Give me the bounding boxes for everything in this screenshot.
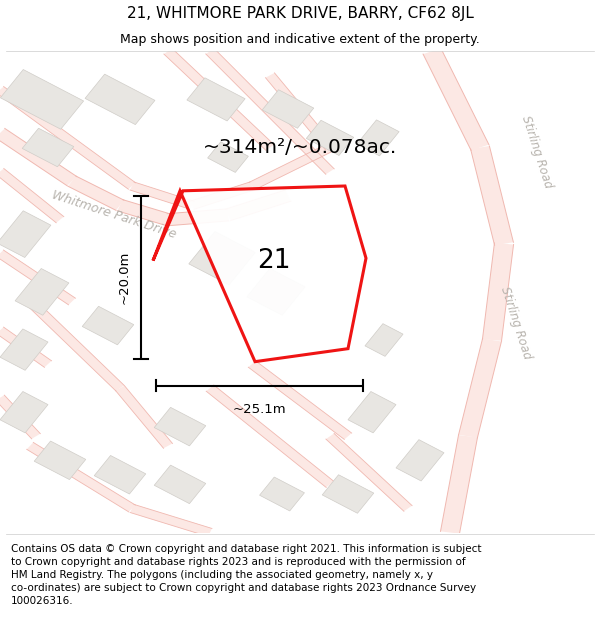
Polygon shape xyxy=(27,442,135,512)
Polygon shape xyxy=(248,361,352,439)
Text: Stirling Road: Stirling Road xyxy=(498,285,534,361)
Polygon shape xyxy=(187,78,245,121)
Polygon shape xyxy=(206,385,334,488)
Polygon shape xyxy=(458,339,502,437)
Text: ~25.1m: ~25.1m xyxy=(233,403,286,416)
Text: 21, WHITMORE PARK DRIVE, BARRY, CF62 8JL: 21, WHITMORE PARK DRIVE, BARRY, CF62 8JL xyxy=(127,6,473,21)
Text: Contains OS data © Crown copyright and database right 2021. This information is : Contains OS data © Crown copyright and d… xyxy=(11,544,481,606)
Polygon shape xyxy=(326,433,412,511)
Text: Map shows position and indicative extent of the property.: Map shows position and indicative extent… xyxy=(120,34,480,46)
Text: Whitmore Park Drive: Whitmore Park Drive xyxy=(50,189,178,241)
Polygon shape xyxy=(0,86,136,189)
Polygon shape xyxy=(0,395,40,439)
Polygon shape xyxy=(206,49,334,174)
Polygon shape xyxy=(262,90,314,128)
Polygon shape xyxy=(26,299,124,391)
Polygon shape xyxy=(249,144,333,190)
Polygon shape xyxy=(189,231,255,285)
Polygon shape xyxy=(306,120,354,156)
Polygon shape xyxy=(82,306,134,345)
Polygon shape xyxy=(0,129,77,186)
Polygon shape xyxy=(0,211,51,258)
Polygon shape xyxy=(482,243,514,341)
Polygon shape xyxy=(440,435,478,534)
Polygon shape xyxy=(470,146,514,245)
Polygon shape xyxy=(266,73,334,150)
Polygon shape xyxy=(0,329,48,370)
Polygon shape xyxy=(15,269,69,315)
Polygon shape xyxy=(0,250,76,305)
Polygon shape xyxy=(208,142,248,172)
Text: Stirling Road: Stirling Road xyxy=(519,114,555,190)
Polygon shape xyxy=(68,176,124,211)
Polygon shape xyxy=(1,69,83,129)
Polygon shape xyxy=(396,439,444,481)
Polygon shape xyxy=(116,386,172,448)
Polygon shape xyxy=(118,199,170,226)
Polygon shape xyxy=(130,504,212,536)
Polygon shape xyxy=(357,120,399,156)
Polygon shape xyxy=(348,391,396,433)
Polygon shape xyxy=(260,477,304,511)
Polygon shape xyxy=(153,186,366,362)
Text: ~20.0m: ~20.0m xyxy=(118,251,131,304)
Polygon shape xyxy=(247,269,305,315)
Polygon shape xyxy=(164,49,274,150)
Polygon shape xyxy=(85,74,155,124)
Polygon shape xyxy=(154,408,206,446)
Polygon shape xyxy=(225,190,291,221)
Text: ~314m²/~0.078ac.: ~314m²/~0.078ac. xyxy=(203,138,397,157)
Polygon shape xyxy=(34,441,86,479)
Polygon shape xyxy=(130,182,194,209)
Polygon shape xyxy=(154,465,206,504)
Polygon shape xyxy=(0,327,52,367)
Polygon shape xyxy=(0,391,48,433)
Polygon shape xyxy=(423,48,489,151)
Polygon shape xyxy=(365,324,403,356)
Polygon shape xyxy=(94,456,146,494)
Polygon shape xyxy=(0,169,64,222)
Polygon shape xyxy=(190,182,254,209)
Text: 21: 21 xyxy=(257,249,290,274)
Polygon shape xyxy=(22,128,74,167)
Polygon shape xyxy=(167,209,229,226)
Polygon shape xyxy=(322,475,374,513)
